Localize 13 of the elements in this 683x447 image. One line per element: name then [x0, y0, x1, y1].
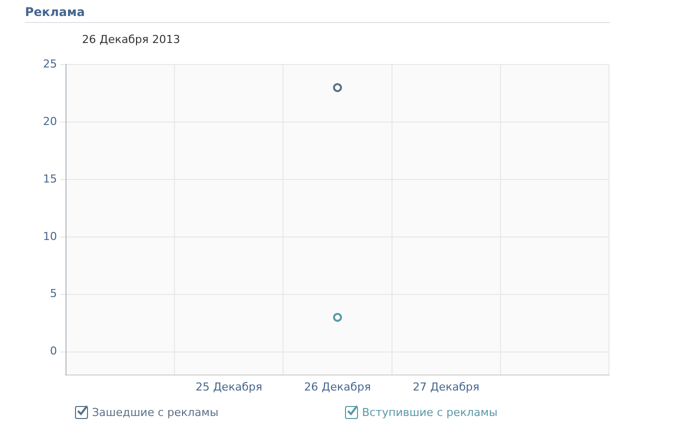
y-tick-label: 25	[42, 57, 57, 70]
legend-label: Вступившие с рекламы	[362, 406, 498, 419]
x-tick-label: 27 Декабря	[412, 380, 480, 394]
y-tick-label: 5	[50, 287, 57, 300]
y-tick-label: 20	[42, 114, 57, 128]
y-tick-label: 15	[42, 172, 57, 186]
y-tick-label: 10	[42, 230, 57, 243]
x-tick-label: 26 Декабря	[304, 380, 371, 394]
y-tick-label: 0	[50, 344, 57, 358]
chart-title: Реклама	[25, 5, 610, 23]
chart-subtitle: 26 Декабря 2013	[82, 33, 180, 46]
legend-label: Зашедшие с рекламы	[92, 406, 218, 419]
x-tick-label: 25 Декабря	[196, 380, 262, 394]
